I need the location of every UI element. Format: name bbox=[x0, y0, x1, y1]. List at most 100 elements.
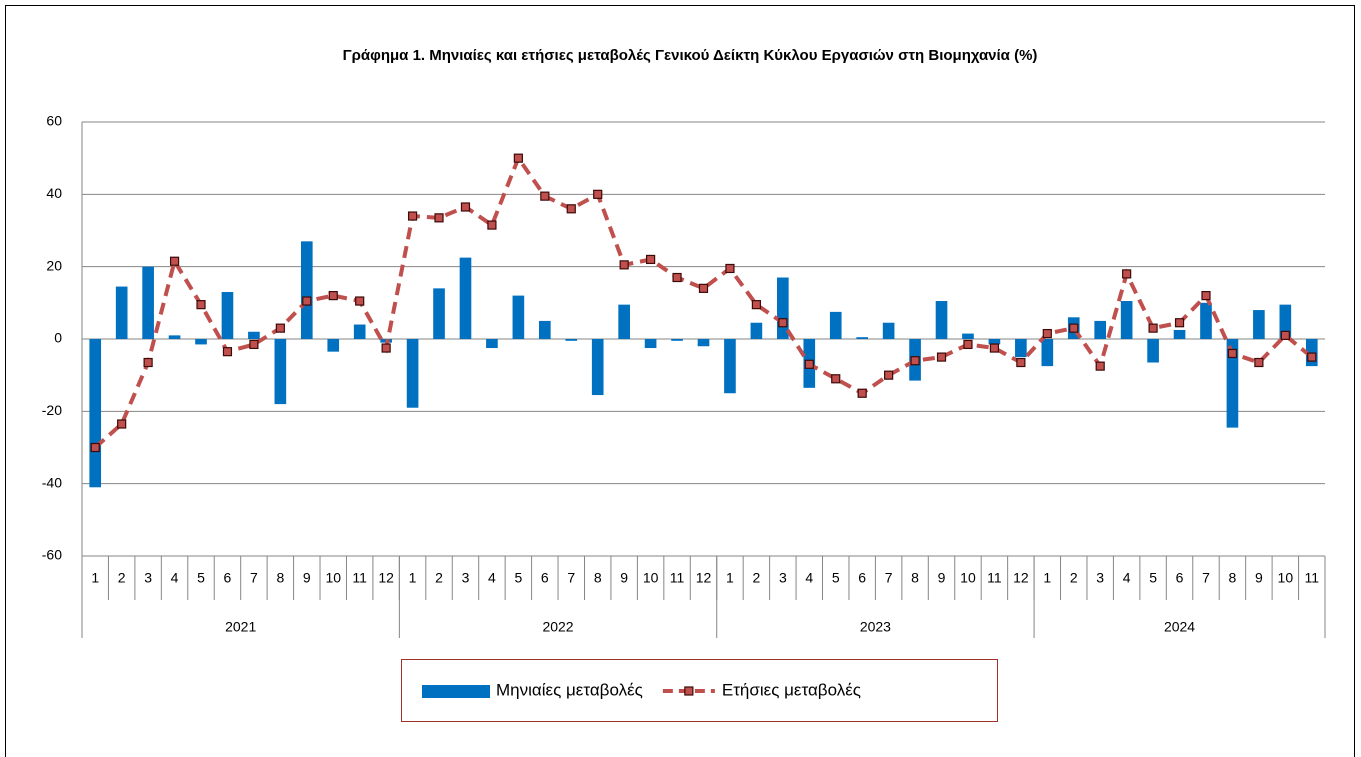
x-tick-label: 5 bbox=[832, 570, 840, 586]
group-label: 2023 bbox=[860, 619, 891, 635]
bar bbox=[671, 339, 683, 341]
line-marker bbox=[196, 300, 206, 310]
x-tick-label: 4 bbox=[171, 570, 179, 586]
bar bbox=[168, 335, 181, 339]
bar bbox=[1173, 329, 1186, 339]
x-tick-label: 11 bbox=[987, 570, 1002, 586]
bar bbox=[1279, 304, 1292, 339]
y-tick-label: -40 bbox=[42, 474, 62, 490]
line-marker bbox=[778, 318, 788, 328]
x-tick-label: 4 bbox=[1123, 570, 1131, 586]
x-tick-label: 10 bbox=[643, 570, 659, 586]
line-marker bbox=[751, 300, 761, 310]
x-tick-label: 7 bbox=[885, 570, 893, 586]
legend-swatch bbox=[422, 685, 490, 698]
bar bbox=[353, 324, 366, 339]
line-marker bbox=[143, 357, 153, 368]
x-tick-label: 12 bbox=[1013, 570, 1029, 586]
line-marker bbox=[1042, 328, 1052, 339]
legend-label: Ετήσιες μεταβολές bbox=[722, 680, 861, 699]
chart-title: Γράφημα 1. Μηνιαίες και ετήσιες μεταβολέ… bbox=[343, 47, 1038, 64]
x-tick-label: 3 bbox=[779, 570, 787, 586]
bar bbox=[1041, 339, 1054, 367]
line-marker bbox=[460, 202, 471, 212]
line-marker bbox=[1174, 318, 1185, 328]
line-marker bbox=[249, 339, 259, 350]
line-marker bbox=[672, 272, 682, 283]
x-tick-label: 6 bbox=[541, 570, 549, 586]
line-marker bbox=[725, 263, 735, 274]
line-marker bbox=[1122, 269, 1132, 279]
bar bbox=[644, 339, 657, 349]
bar bbox=[962, 333, 974, 339]
bar bbox=[1147, 339, 1159, 363]
legend-box bbox=[401, 659, 998, 722]
y-tick-label: -20 bbox=[42, 402, 62, 418]
legend-label: Μηνιαίες μεταβολές bbox=[496, 680, 643, 699]
line-marker bbox=[117, 419, 127, 429]
x-tick-label: 2 bbox=[435, 570, 443, 586]
bar bbox=[618, 304, 630, 339]
bar bbox=[697, 339, 710, 347]
line-marker bbox=[1227, 348, 1238, 359]
legend-marker bbox=[684, 686, 694, 696]
line-marker bbox=[566, 204, 576, 214]
bar bbox=[591, 339, 604, 396]
x-tick-label: 6 bbox=[1176, 570, 1184, 586]
x-tick-label: 12 bbox=[378, 570, 394, 586]
x-tick-label: 2 bbox=[118, 570, 126, 586]
line-marker bbox=[593, 189, 603, 199]
x-tick-label: 1 bbox=[409, 570, 417, 586]
group-label: 2021 bbox=[225, 619, 256, 635]
x-tick-label: 7 bbox=[1202, 570, 1210, 586]
bar bbox=[539, 320, 551, 339]
line-marker bbox=[1095, 361, 1105, 371]
bar bbox=[195, 339, 207, 345]
bar bbox=[115, 286, 128, 339]
y-tick-label: 0 bbox=[54, 330, 62, 346]
x-tick-label: 10 bbox=[325, 570, 341, 586]
line-marker bbox=[1280, 330, 1290, 340]
bar bbox=[248, 331, 260, 339]
bar bbox=[829, 311, 842, 339]
x-tick-label: 3 bbox=[462, 570, 470, 586]
x-tick-label: 8 bbox=[911, 570, 919, 586]
x-tick-label: 5 bbox=[1149, 570, 1157, 586]
x-tick-label: 11 bbox=[352, 570, 367, 586]
x-tick-label: 4 bbox=[805, 570, 813, 586]
x-tick-label: 1 bbox=[1043, 570, 1051, 586]
bar bbox=[882, 322, 895, 339]
line-marker bbox=[381, 343, 391, 353]
x-tick-label: 3 bbox=[1096, 570, 1104, 586]
bar bbox=[935, 301, 948, 339]
line-marker bbox=[328, 291, 338, 301]
x-tick-label: 3 bbox=[144, 570, 152, 586]
line-marker bbox=[619, 260, 629, 270]
line-marker bbox=[169, 256, 180, 266]
x-tick-label: 9 bbox=[303, 570, 311, 586]
bar bbox=[777, 277, 789, 339]
bar bbox=[1094, 320, 1107, 339]
x-tick-label: 7 bbox=[250, 570, 258, 586]
x-tick-label: 10 bbox=[960, 570, 976, 586]
bar bbox=[221, 291, 234, 339]
line-marker bbox=[355, 296, 365, 306]
line-marker bbox=[540, 191, 550, 201]
y-tick-label: 60 bbox=[46, 113, 62, 129]
line-marker bbox=[831, 374, 841, 384]
line-marker bbox=[1148, 323, 1158, 333]
x-tick-label: 6 bbox=[858, 570, 866, 586]
x-tick-label: 9 bbox=[938, 570, 946, 586]
line-marker bbox=[963, 339, 973, 350]
bar bbox=[1120, 301, 1133, 339]
x-tick-label: 12 bbox=[696, 570, 712, 586]
bar bbox=[142, 266, 154, 339]
bar bbox=[724, 339, 736, 394]
x-tick-label: 11 bbox=[1305, 570, 1320, 586]
bar bbox=[327, 339, 340, 352]
line-marker bbox=[1307, 352, 1317, 362]
line-marker bbox=[646, 254, 656, 265]
bar bbox=[565, 339, 578, 341]
group-label: 2022 bbox=[542, 619, 573, 635]
bar bbox=[1253, 310, 1265, 339]
